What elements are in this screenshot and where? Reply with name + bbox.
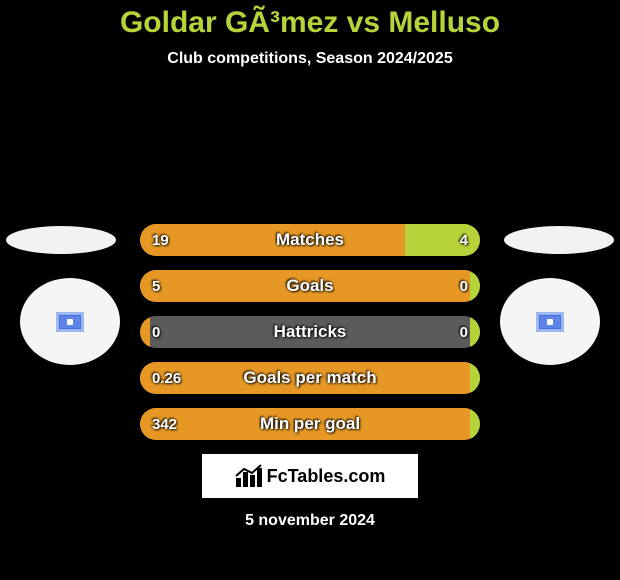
stat-row: Goals per match0.26 (140, 362, 480, 394)
source-logo: FcTables.com (202, 454, 418, 498)
stat-right-fill (470, 362, 480, 394)
source-logo-text: FcTables.com (267, 466, 386, 487)
image-placeholder-icon (59, 315, 81, 329)
stat-right-value: 0 (460, 316, 468, 348)
stat-bars: Matches194Goals50Hattricks00Goals per ma… (140, 224, 480, 454)
stat-left-fill (140, 224, 405, 256)
stat-left-fill (140, 362, 470, 394)
stat-right-fill (405, 224, 480, 256)
left-ellipse-placeholder (6, 226, 116, 254)
image-placeholder-icon (539, 315, 561, 329)
stat-label: Hattricks (140, 316, 480, 348)
stat-right-fill (470, 270, 480, 302)
stat-left-value: 0 (152, 316, 160, 348)
comparison-card: Goldar GÃ³mez vs Melluso Club competitio… (0, 0, 620, 580)
stat-left-value: 0.26 (152, 362, 181, 394)
stat-row: Min per goal342 (140, 408, 480, 440)
right-ellipse-placeholder (504, 226, 614, 254)
stat-row: Hattricks0 0 (140, 316, 480, 348)
page-subtitle: Club competitions, Season 2024/2025 (0, 50, 620, 68)
page-title: Goldar GÃ³mez vs Melluso (0, 6, 620, 40)
stat-right-fill (470, 316, 480, 348)
stat-left-fill (140, 270, 470, 302)
stat-row: Matches194 (140, 224, 480, 256)
stat-left-value: 342 (152, 408, 177, 440)
stat-right-fill (470, 408, 480, 440)
stat-left-value: 19 (152, 224, 169, 256)
left-player-avatar-placeholder (20, 278, 120, 365)
stat-right-value: 0 (460, 270, 468, 302)
right-player-avatar-placeholder (500, 278, 600, 365)
stat-left-fill (140, 316, 150, 348)
fctables-chart-icon (235, 464, 263, 488)
date-label: 5 november 2024 (0, 512, 620, 530)
stat-right-value: 4 (460, 224, 468, 256)
stat-left-fill (140, 408, 470, 440)
stat-row: Goals50 (140, 270, 480, 302)
stat-left-value: 5 (152, 270, 160, 302)
